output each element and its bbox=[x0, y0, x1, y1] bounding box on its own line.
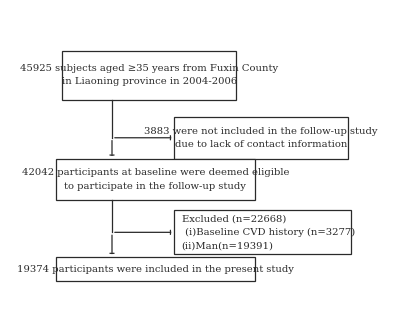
FancyBboxPatch shape bbox=[62, 51, 236, 100]
Text: 19374 participants were included in the present study: 19374 participants were included in the … bbox=[17, 265, 294, 274]
Text: Excluded (n=22668)
 (i)Baseline CVD history (n=3277)
(ii)Man(n=19391): Excluded (n=22668) (i)Baseline CVD histo… bbox=[182, 215, 355, 250]
Text: 3883 were not included in the follow-up study
due to lack of contact information: 3883 were not included in the follow-up … bbox=[144, 127, 378, 149]
FancyBboxPatch shape bbox=[174, 117, 348, 159]
FancyBboxPatch shape bbox=[174, 210, 351, 255]
Text: 45925 subjects aged ≥35 years from Fuxin County
in Liaoning province in 2004-200: 45925 subjects aged ≥35 years from Fuxin… bbox=[20, 64, 278, 86]
Text: 42042 participants at baseline were deemed eligible
to participate in the follow: 42042 participants at baseline were deem… bbox=[22, 168, 289, 191]
FancyBboxPatch shape bbox=[56, 257, 255, 281]
FancyBboxPatch shape bbox=[56, 159, 255, 200]
